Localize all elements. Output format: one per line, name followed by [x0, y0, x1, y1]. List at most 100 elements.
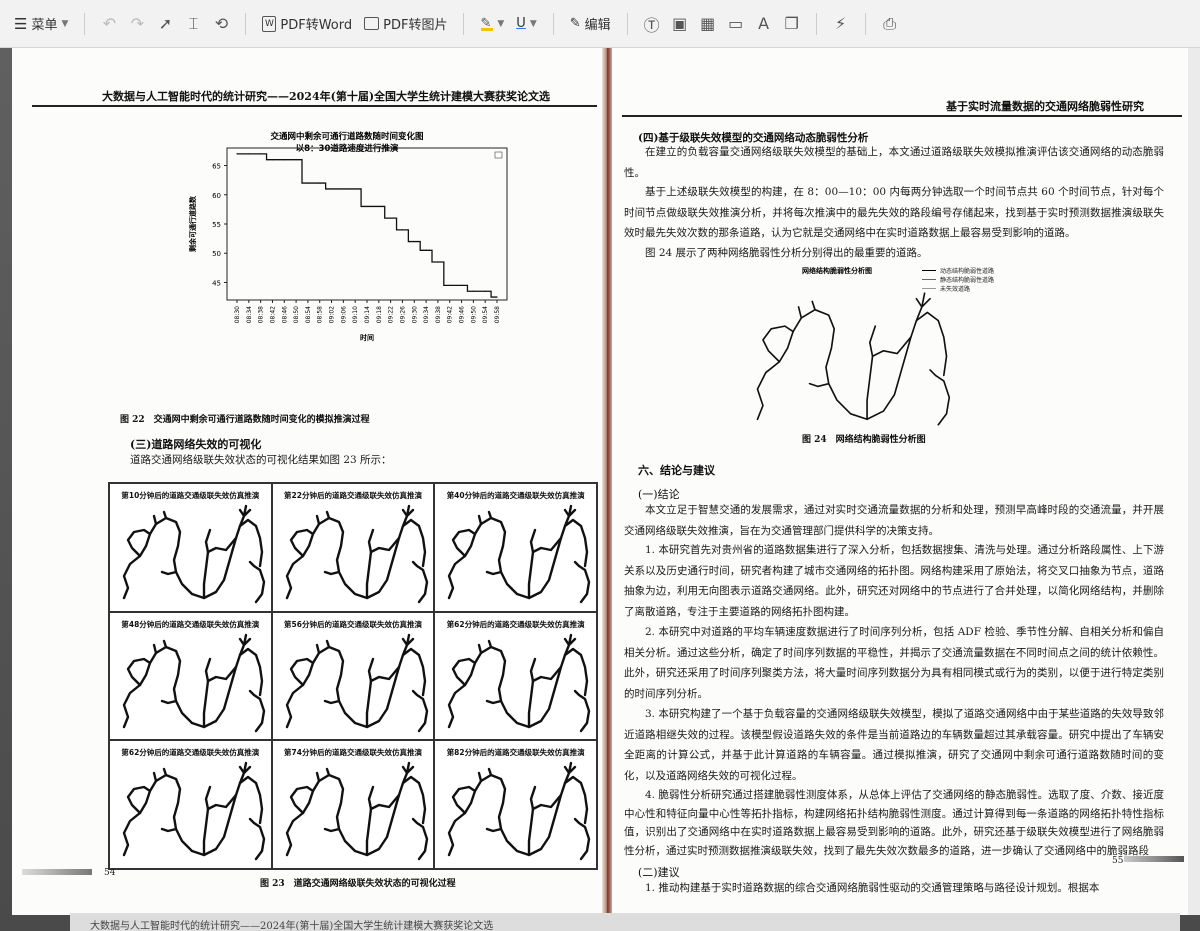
fig23-grid: 第10分钟后的道路交通级联失效仿真推演 第22分钟后的道路交通级联失效仿真推演 第4… — [108, 482, 598, 870]
road-segment — [478, 639, 493, 654]
simulation-panel: 第62分钟后的道路交通级联失效仿真推演 — [434, 611, 597, 741]
data-point — [354, 188, 356, 190]
print-icon[interactable]: ⎙ — [883, 13, 897, 33]
road-segment — [315, 510, 330, 526]
undo-icon[interactable]: ↶ — [102, 14, 117, 33]
legend-line-icon — [922, 287, 936, 290]
x-tick-label: 09:10 — [352, 306, 359, 323]
conclusion-4: 4. 脆弱性分析研究通过搭建脆弱性测度体系，从总体上评估了交通网络的静态脆弱性。… — [624, 789, 1164, 857]
road-segment — [160, 828, 178, 833]
divider — [864, 12, 866, 35]
road-segment — [411, 818, 428, 861]
font-icon[interactable]: A — [758, 14, 770, 33]
road-segment — [315, 639, 330, 654]
x-tick-label: 09:54 — [482, 306, 489, 323]
redo-icon[interactable]: ↷ — [130, 14, 145, 33]
road-segment — [365, 657, 374, 728]
text-select-icon[interactable]: ⌶ — [188, 13, 199, 33]
road-network-map — [448, 633, 591, 732]
road-segment — [206, 536, 238, 554]
text-box-icon[interactable]: Ⓣ — [643, 15, 660, 35]
road-network-map — [122, 633, 266, 732]
highlight-button[interactable]: ✎ ▼ — [474, 9, 510, 39]
simulation-panel: 第10分钟后的道路交通级联失效仿真推演 — [109, 483, 272, 612]
divider — [463, 12, 465, 35]
road-segment — [401, 504, 414, 528]
x-axis-label: 时间 — [360, 333, 374, 342]
divider — [626, 12, 628, 35]
road-segment — [126, 786, 152, 815]
section3-heading: (三)道路网络失效的可视化 — [130, 438, 262, 451]
road-segment — [202, 528, 212, 600]
road-segment — [160, 699, 178, 704]
data-point — [425, 249, 427, 251]
para-3: 图 24 展示了两种网络脆弱性分析分别得出的最重要的道路。 — [645, 247, 928, 259]
insert-image-icon[interactable]: ▣ — [672, 14, 688, 33]
data-point — [437, 261, 439, 263]
road-segment — [532, 665, 563, 682]
panel-title: 第82分钟后的道路交通级联失效仿真推演 — [446, 748, 585, 758]
road-segment — [160, 570, 178, 576]
fig24-title: 网络结构脆弱性分析图 — [802, 267, 872, 275]
plot-frame — [226, 147, 508, 301]
pdf-to-word-button[interactable]: W PDF转Word — [256, 9, 358, 39]
legend-label: 未失效道路 — [940, 286, 971, 293]
rotate-page-icon[interactable]: ⟲ — [214, 14, 229, 33]
data-point — [260, 153, 262, 155]
data-point — [342, 188, 344, 190]
page-copy-icon[interactable]: ❐ — [784, 14, 799, 33]
panel-title: 第62分钟后的道路交通级联失效仿真推演 — [446, 619, 585, 629]
data-point — [271, 159, 274, 161]
road-segment — [486, 570, 503, 576]
road-segment — [122, 645, 264, 728]
edit-button[interactable]: ✎ 编辑 — [564, 9, 617, 39]
sub1-heading: (一)结论 — [638, 488, 680, 501]
shape-icon[interactable]: ▭ — [728, 14, 744, 33]
x-tick-label: 09:14 — [364, 306, 371, 323]
x-tick-label: 08:54 — [305, 306, 312, 323]
underline-button[interactable]: U ▼ — [510, 9, 542, 39]
simulation-panel: 第40分钟后的道路交通级联失效仿真推演 — [434, 483, 597, 612]
road-segment — [126, 528, 152, 558]
road-segment — [289, 786, 314, 815]
select-cursor-icon[interactable]: ➚ — [158, 14, 173, 33]
next-page-edge — [1188, 48, 1200, 915]
image-icon — [364, 17, 380, 30]
data-point — [295, 159, 297, 161]
y-tick-label: 55 — [212, 221, 221, 229]
sign-icon[interactable]: ⚡ — [835, 14, 847, 33]
panel-title: 第74分钟后的道路交通级联失效仿真推演 — [284, 748, 422, 758]
road-segment — [574, 818, 591, 861]
toolbar: ☰ 菜单 ▼ ↶ ↷ ➚ ⌶ ⟲ W PDF转Word PDF转图片 ✎ ▼ U… — [0, 0, 1200, 48]
road-segment — [248, 689, 266, 732]
road-segment — [248, 818, 266, 861]
data-point — [472, 290, 474, 292]
road-segment — [797, 300, 816, 319]
x-tick-label: 09:38 — [435, 306, 442, 323]
data-point — [484, 290, 486, 292]
x-tick-label: 09:46 — [459, 306, 466, 323]
road-segment — [564, 633, 577, 656]
road-segment — [126, 657, 152, 686]
menu-button[interactable]: ☰ 菜单 ▼ — [8, 9, 74, 39]
simulation-panel: 第82分钟后的道路交通级联失效仿真推演 — [434, 740, 597, 869]
page-number-bar — [22, 869, 92, 875]
running-head-right: 基于实时流量数据的交通网络脆弱性研究 — [946, 100, 1144, 113]
divider — [245, 12, 247, 35]
panel-title: 第10分钟后的道路交通级联失效仿真推演 — [121, 491, 260, 500]
road-segment — [369, 665, 400, 682]
legend-item: 动态结构脆弱性道路 — [922, 266, 994, 275]
conclusion-intro: 本文立足于智慧交通的发展需求，通过对实时交通流量数据的分析和处理，预测早高峰时段… — [624, 504, 1164, 537]
document-viewport[interactable]: 大数据与人工智能时代的统计研究——2024年(第十届)全国大学生统计建模大赛获奖… — [0, 48, 1200, 931]
road-segment — [369, 794, 400, 811]
road-segment — [808, 382, 830, 388]
table-icon[interactable]: ▦ — [700, 14, 716, 33]
road-segment — [206, 665, 238, 682]
road-segment — [122, 516, 264, 600]
pdf-to-image-button[interactable]: PDF转图片 — [358, 9, 453, 39]
road-segment — [289, 657, 314, 686]
road-segment — [369, 536, 400, 554]
road-segment — [238, 633, 252, 656]
road-segment — [248, 560, 266, 604]
road-segment — [756, 308, 948, 421]
